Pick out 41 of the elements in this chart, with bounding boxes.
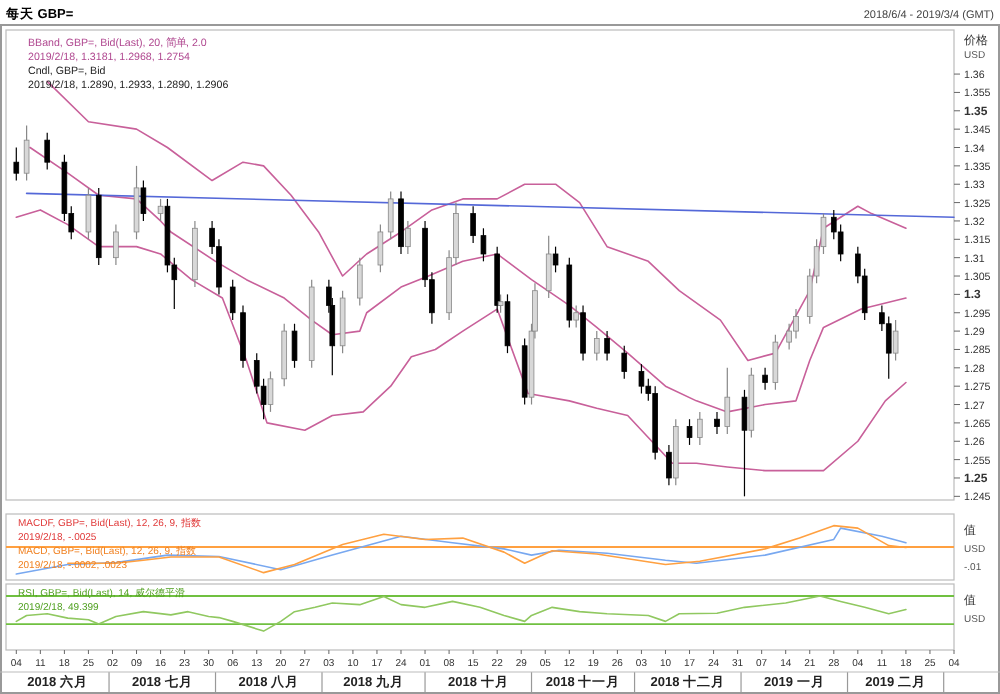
candlestick — [377, 224, 384, 273]
candlestick — [356, 257, 363, 306]
candlestick — [638, 363, 645, 395]
candlestick — [267, 370, 274, 413]
candlestick — [686, 418, 693, 446]
candlestick — [405, 220, 411, 255]
candlestick — [714, 411, 720, 435]
candlestick — [398, 190, 404, 255]
candlestick — [140, 179, 147, 222]
candlestick — [339, 290, 346, 354]
candlestick — [552, 246, 559, 273]
candlestick — [85, 187, 92, 240]
candlestick — [697, 411, 703, 446]
candlestick — [772, 334, 779, 391]
candlestick — [593, 330, 600, 362]
candlestick — [44, 132, 51, 171]
candlestick — [545, 235, 552, 299]
candlestick — [480, 227, 487, 262]
candlestick — [621, 345, 628, 380]
candlestick — [837, 224, 844, 262]
candlestick — [291, 323, 298, 369]
candlestick — [387, 190, 394, 240]
candlestick — [762, 367, 768, 391]
candlestick — [892, 319, 899, 362]
candlestick — [470, 205, 476, 244]
candlestick — [497, 293, 504, 314]
candlestick — [666, 444, 672, 486]
candlestick — [741, 389, 748, 497]
candlestick — [573, 304, 579, 329]
candlestick — [13, 146, 20, 182]
candlestick — [113, 224, 119, 266]
candlestick — [133, 165, 140, 240]
candlestick — [229, 279, 236, 321]
candlestick — [724, 367, 731, 435]
candlestick — [23, 124, 30, 182]
candlestick — [240, 304, 246, 369]
candlestick — [580, 304, 586, 362]
candlestick — [504, 293, 511, 354]
candlestick — [157, 198, 164, 222]
candlestick — [604, 330, 610, 362]
candlestick — [281, 323, 288, 387]
